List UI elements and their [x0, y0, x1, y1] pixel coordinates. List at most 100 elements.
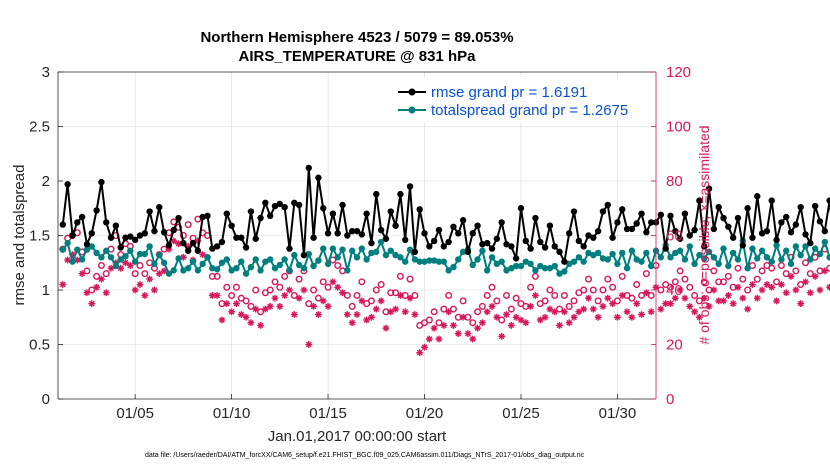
obs-possible-point [584, 275, 592, 283]
totalspread-point [93, 249, 100, 257]
obs-possible-point [806, 270, 814, 278]
rmse-point [430, 237, 438, 245]
rmse-point [768, 197, 775, 204]
obs-assimilated-point [315, 311, 322, 318]
obs-assimilated-point [575, 308, 583, 316]
obs-assimilated-point [213, 292, 221, 299]
rmse-point [773, 236, 780, 244]
rmse-point [233, 234, 240, 241]
rmse-point [107, 234, 115, 241]
obs-assimilated-point [478, 319, 486, 327]
totalspread-point [64, 239, 71, 247]
rmse-point [599, 208, 607, 215]
totalspread-point [339, 246, 346, 253]
obs-assimilated-point [614, 313, 621, 321]
obs-assimilated-point [290, 311, 298, 318]
totalspread-point [614, 260, 621, 268]
rmse-point [377, 226, 385, 234]
obs-possible-point [223, 283, 231, 291]
totalspread-point [619, 249, 626, 257]
totalspread-point [324, 260, 332, 268]
totalspread-point [223, 256, 230, 263]
totalspread-point [83, 246, 91, 253]
rmse-point [739, 242, 747, 249]
totalspread-point [213, 266, 221, 273]
rmse-point [561, 258, 568, 265]
totalspread-point [160, 259, 168, 266]
y-tick-label: 2 [42, 173, 50, 190]
legend-box [391, 77, 651, 123]
rmse-point [368, 239, 375, 247]
rmse-point [754, 193, 761, 200]
obs-assimilated-point [517, 316, 525, 324]
rmse-point [729, 234, 737, 241]
obs-assimilated-point [609, 300, 616, 308]
rmse-point [681, 210, 689, 217]
obs-assimilated-point [223, 300, 231, 308]
obs-assimilated-point [464, 330, 472, 337]
rmse-point [590, 234, 597, 241]
obs-assimilated-point [560, 308, 568, 316]
obs-assimilated-point [642, 289, 650, 297]
rmse-point [527, 245, 534, 252]
obs-assimilated-point [604, 294, 612, 302]
rmse-point [339, 201, 346, 209]
totalspread-point [218, 259, 226, 266]
rmse-point [257, 214, 264, 222]
error-lines-layer [59, 164, 830, 277]
rmse-point [469, 230, 476, 237]
legend-marker-spread [408, 106, 416, 114]
totalspread-point [228, 267, 235, 274]
rmse-point [623, 225, 631, 233]
totalspread-point [440, 258, 448, 265]
obs-possible-point [758, 267, 766, 275]
obs-possible-point [459, 297, 467, 305]
totalspread-point [185, 265, 192, 272]
totalspread-point [426, 257, 433, 264]
rmse-point [127, 233, 134, 240]
totalspread-point [266, 256, 274, 263]
rmse-point [826, 197, 830, 204]
obs-assimilated-point [131, 286, 139, 294]
totalspread-point [541, 265, 549, 272]
totalspread-point [421, 258, 428, 265]
x-tick-label: 01/15 [309, 405, 347, 422]
rmse-point [522, 237, 529, 245]
obs-assimilated-point [343, 311, 351, 318]
obs-assimilated-point [700, 294, 708, 302]
totalspread-point [252, 256, 259, 263]
rmse-point [223, 210, 230, 217]
obs-assimilated-point [387, 308, 395, 316]
obs-assimilated-point [218, 316, 226, 324]
totalspread-point [247, 263, 255, 271]
obs-assimilated-point [589, 305, 597, 313]
totalspread-point [368, 249, 375, 257]
y-tick-label: 0 [42, 391, 50, 408]
legend-marker-rmse [408, 88, 416, 96]
rmse-point [435, 226, 443, 234]
obs-assimilated-point [821, 267, 829, 275]
rmse-point [266, 212, 274, 220]
rmse-point [763, 227, 771, 235]
totalspread-point [344, 267, 351, 274]
rmse-point [787, 229, 795, 236]
rmse-point [165, 242, 173, 249]
obs-possible-point [252, 286, 260, 294]
obs-assimilated-point [98, 275, 105, 283]
obs-possible-point [348, 302, 356, 310]
y2-tick-label: 80 [666, 173, 683, 190]
obs-possible-point [507, 305, 515, 313]
rmse-point [358, 231, 366, 238]
obs-assimilated-point [126, 262, 134, 269]
totalspread-point [469, 261, 476, 269]
rmse-point [238, 234, 245, 241]
totalspread-point [300, 265, 308, 272]
totalspread-point [180, 267, 187, 274]
totalspread-point [802, 243, 809, 250]
rmse-point [426, 243, 433, 250]
totalspread-point [392, 251, 399, 259]
obs-assimilated-point [816, 286, 824, 294]
rmse-point [348, 227, 356, 235]
totalspread-point [459, 248, 467, 256]
rmse-point [633, 220, 640, 227]
